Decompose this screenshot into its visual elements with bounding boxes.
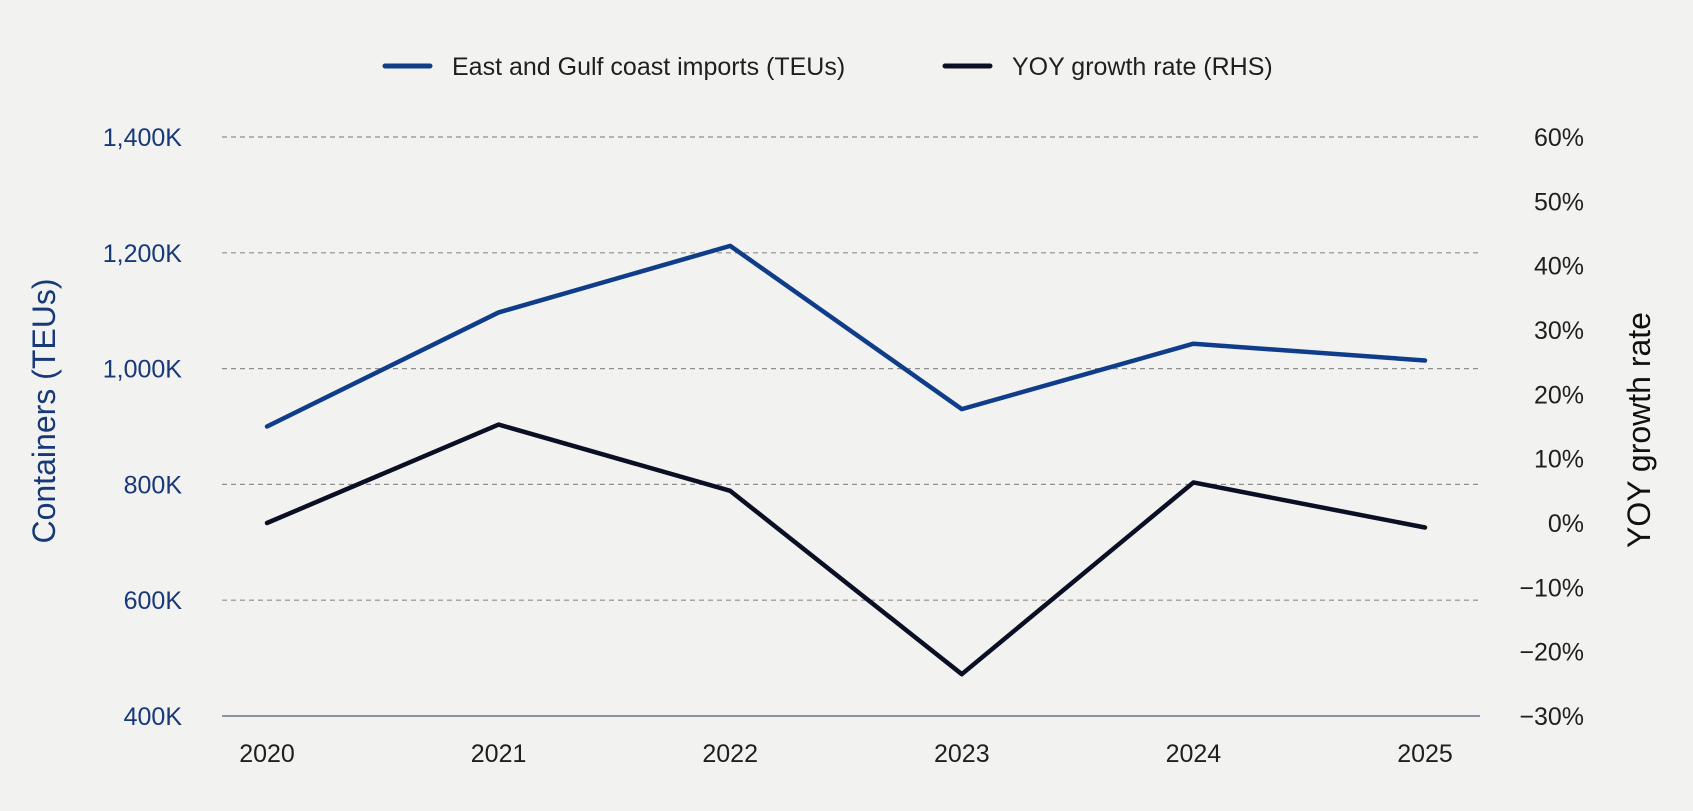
x-axis-ticks: 2020 2021 2022 2023 2024 2025 [239,740,1453,768]
left-axis-ticks: 400K 600K 800K 1,000K 1,200K 1,400K [103,124,183,731]
right-tick-label: 40% [1534,253,1584,281]
left-tick-label: 400K [124,703,183,731]
left-axis-title: Containers (TEUs) [26,279,62,544]
legend: East and Gulf coast imports (TEUs) YOY gr… [382,53,1273,81]
left-tick-label: 1,400K [103,124,183,152]
right-tick-label: 50% [1534,188,1584,216]
right-tick-label: −20% [1519,639,1584,667]
right-tick-label: 10% [1534,446,1584,474]
grid [222,136,1480,717]
legend-label: YOY growth rate (RHS) [1012,53,1273,81]
left-tick-label: 800K [124,471,183,499]
left-tick-label: 600K [124,587,183,615]
legend-label: East and Gulf coast imports (TEUs) [452,53,845,81]
right-tick-label: 20% [1534,381,1584,409]
x-tick-label: 2022 [702,740,758,768]
left-tick-label: 1,000K [103,356,183,384]
series [264,243,1428,677]
x-tick-label: 2023 [934,740,990,768]
x-tick-label: 2024 [1166,740,1222,768]
x-tick-label: 2021 [471,740,527,768]
yoy-growth-series-line [264,422,1428,677]
right-tick-label: −10% [1519,574,1584,602]
imports-series-line [264,243,1428,429]
x-tick-label: 2025 [1397,740,1453,768]
right-tick-label: −30% [1519,703,1584,731]
x-tick-label: 2020 [239,740,295,768]
right-axis-ticks: −30% −20% −10% 0% 10% 20% 30% 40% 50% 60% [1519,124,1584,731]
right-axis-title: YOY growth rate [1621,312,1657,548]
right-tick-label: 0% [1548,510,1584,538]
right-tick-label: 30% [1534,317,1584,345]
left-tick-label: 1,200K [103,240,183,268]
right-tick-label: 60% [1534,124,1584,152]
